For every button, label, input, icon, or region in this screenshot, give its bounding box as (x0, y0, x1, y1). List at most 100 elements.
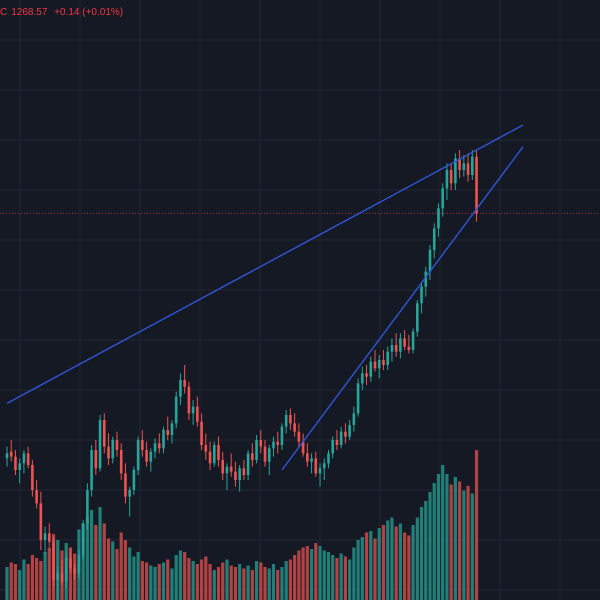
candle-body (234, 471, 237, 480)
candle-body (60, 573, 64, 582)
candle-body (64, 558, 68, 582)
candle-body (369, 361, 373, 377)
volume-bar (335, 558, 339, 600)
candle-body (48, 533, 51, 542)
candle-body (94, 450, 98, 469)
volume-bar (403, 532, 407, 600)
legend-close-value: 1268.57 (11, 7, 48, 18)
volume-bars (5, 450, 479, 600)
volume-bar (462, 490, 466, 600)
candle-body (462, 163, 466, 170)
volume-bar (466, 486, 470, 600)
volume-bar (238, 564, 242, 600)
candle-body (246, 453, 250, 475)
volume-bar (322, 550, 326, 600)
volume-bar (411, 525, 415, 600)
volume-bar (309, 549, 314, 600)
candle-body (272, 441, 275, 449)
volume-bar (149, 565, 153, 600)
trendline-lower[interactable] (281, 146, 524, 471)
candle-body (179, 380, 182, 397)
candle-body (454, 158, 457, 184)
candle-body (407, 346, 411, 350)
trendlines[interactable] (6, 124, 524, 471)
candle-body (229, 466, 233, 472)
candle-body (365, 373, 368, 377)
candle-body (107, 446, 110, 459)
candle-body (352, 413, 356, 425)
volume-bar (221, 562, 225, 600)
volume-bar (136, 552, 140, 600)
volume-bar (424, 501, 428, 600)
candle-body (242, 468, 246, 475)
volume-bar (360, 537, 364, 600)
candle-body (157, 443, 161, 449)
candle-body (31, 465, 34, 490)
candle-body (259, 440, 263, 447)
candle-body (119, 450, 123, 474)
volume-bar (225, 559, 229, 600)
candle-body (9, 451, 13, 457)
volume-bar (18, 570, 22, 600)
volume-bar (377, 528, 381, 600)
candle-body (373, 361, 377, 369)
candle-body (377, 360, 381, 369)
candle-body (52, 541, 55, 580)
volume-bar (271, 564, 276, 600)
volume-bar (85, 517, 89, 600)
candle-body (212, 445, 216, 464)
volume-bar (183, 552, 187, 600)
volume-bar (242, 568, 246, 600)
volume-bar (35, 558, 39, 600)
candle-body (191, 406, 195, 414)
candle-body (335, 440, 339, 445)
volume-bar (441, 465, 445, 600)
candle-body (153, 443, 157, 452)
volume-bar (166, 559, 170, 600)
volume-bar (428, 492, 432, 600)
volume-bar (187, 558, 191, 600)
volume-bar (5, 567, 9, 600)
candle-body (217, 445, 220, 460)
legend-close-prefix: C (0, 7, 8, 18)
candle-body (132, 470, 136, 490)
candle-body (458, 158, 461, 170)
volume-bar (47, 547, 51, 600)
volume-bar (284, 561, 288, 600)
candle-body (331, 440, 335, 454)
candle-body (314, 458, 318, 474)
trendline-upper[interactable] (6, 124, 524, 404)
volume-bar (9, 562, 13, 600)
volume-bar (381, 525, 386, 600)
candle-body (39, 503, 43, 540)
volume-bar (419, 507, 424, 600)
volume-bar (326, 552, 331, 600)
candle-body (416, 303, 419, 332)
candle-body (145, 450, 148, 462)
volume-bar (386, 520, 390, 600)
candle-body (208, 451, 212, 464)
candle-body (449, 170, 453, 184)
volume-bar (132, 556, 136, 600)
volume-bar (170, 568, 174, 600)
volume-bar (259, 562, 263, 600)
volume-bar (449, 484, 453, 600)
volume-bar (216, 567, 221, 600)
volume-bar (364, 532, 369, 600)
volume-bar (318, 546, 322, 600)
volume-bar (144, 562, 149, 600)
candle-body (98, 420, 102, 469)
volume-bar (115, 549, 119, 600)
candle-body (18, 463, 21, 470)
candle-body (263, 446, 267, 462)
volume-bar (204, 556, 208, 600)
volume-bar (161, 562, 166, 600)
volume-bar (415, 517, 419, 600)
candle-body (356, 383, 360, 414)
candle-body (187, 386, 191, 414)
volume-bar (453, 477, 457, 600)
candle-body (284, 415, 288, 427)
volume-bar (280, 567, 284, 600)
